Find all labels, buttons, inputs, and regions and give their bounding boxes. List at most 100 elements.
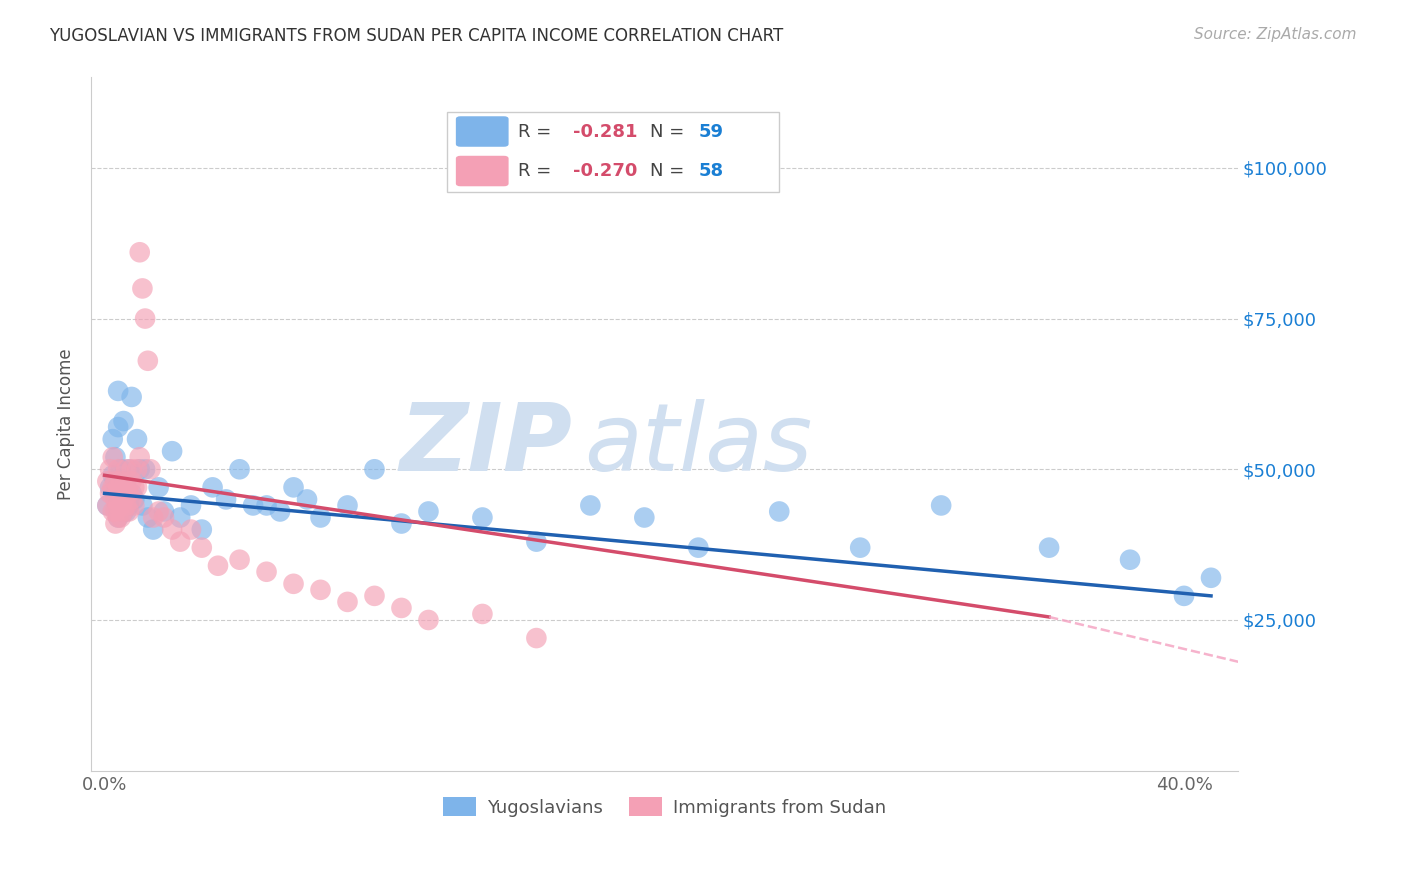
Point <box>104 475 127 489</box>
Text: -0.270: -0.270 <box>572 162 637 180</box>
Y-axis label: Per Capita Income: Per Capita Income <box>58 348 75 500</box>
Point <box>142 523 165 537</box>
Text: R =: R = <box>517 122 557 141</box>
Point <box>104 492 127 507</box>
Point <box>134 462 156 476</box>
Point <box>118 504 141 518</box>
Point <box>283 480 305 494</box>
Point <box>104 504 127 518</box>
Point <box>124 492 146 507</box>
Point <box>110 475 132 489</box>
Text: Source: ZipAtlas.com: Source: ZipAtlas.com <box>1194 27 1357 42</box>
Point <box>101 468 124 483</box>
Point <box>107 510 129 524</box>
Point <box>115 480 138 494</box>
Point <box>169 510 191 524</box>
Point <box>336 499 359 513</box>
Point <box>118 462 141 476</box>
Point <box>131 499 153 513</box>
Point <box>309 582 332 597</box>
Point <box>101 450 124 465</box>
FancyBboxPatch shape <box>456 116 509 147</box>
Point <box>295 492 318 507</box>
Point <box>1038 541 1060 555</box>
Point <box>142 510 165 524</box>
Point <box>115 462 138 476</box>
Point <box>107 480 129 494</box>
Point <box>112 504 135 518</box>
Text: 58: 58 <box>699 162 724 180</box>
Point <box>98 480 121 494</box>
Point <box>160 523 183 537</box>
Point <box>169 534 191 549</box>
Text: 59: 59 <box>699 122 724 141</box>
Point <box>363 589 385 603</box>
Point <box>107 462 129 476</box>
Point <box>391 516 413 531</box>
Point <box>121 486 143 500</box>
Point <box>96 499 118 513</box>
Point <box>309 510 332 524</box>
Text: atlas: atlas <box>585 400 813 491</box>
Point <box>110 486 132 500</box>
Point <box>228 552 250 566</box>
Point <box>96 499 118 513</box>
Point <box>98 486 121 500</box>
Point <box>180 499 202 513</box>
Point <box>112 414 135 428</box>
Point <box>107 384 129 398</box>
Point <box>256 499 278 513</box>
Point <box>115 499 138 513</box>
Point <box>110 499 132 513</box>
Point <box>128 245 150 260</box>
Text: ZIP: ZIP <box>399 399 572 491</box>
Point <box>215 492 238 507</box>
Point <box>849 541 872 555</box>
Point <box>118 499 141 513</box>
FancyBboxPatch shape <box>447 112 779 192</box>
Point <box>1199 571 1222 585</box>
Point <box>107 499 129 513</box>
Point <box>128 462 150 476</box>
Point <box>128 450 150 465</box>
Point <box>112 492 135 507</box>
Point <box>768 504 790 518</box>
Point <box>112 475 135 489</box>
Point <box>115 475 138 489</box>
Point <box>104 516 127 531</box>
Point <box>115 504 138 518</box>
Point <box>139 462 162 476</box>
Point <box>269 504 291 518</box>
Point <box>136 510 159 524</box>
Point <box>283 577 305 591</box>
Point <box>121 462 143 476</box>
Point <box>256 565 278 579</box>
Point <box>579 499 602 513</box>
Point <box>110 510 132 524</box>
Point <box>336 595 359 609</box>
Point <box>134 311 156 326</box>
Point <box>242 499 264 513</box>
Point <box>96 475 118 489</box>
Text: R =: R = <box>517 162 557 180</box>
Point <box>191 523 214 537</box>
Point <box>228 462 250 476</box>
Point <box>207 558 229 573</box>
Point <box>363 462 385 476</box>
Point <box>526 631 548 645</box>
Point <box>107 420 129 434</box>
Point <box>125 432 148 446</box>
Point <box>107 510 129 524</box>
Text: YUGOSLAVIAN VS IMMIGRANTS FROM SUDAN PER CAPITA INCOME CORRELATION CHART: YUGOSLAVIAN VS IMMIGRANTS FROM SUDAN PER… <box>49 27 783 45</box>
Point <box>104 486 127 500</box>
Text: N =: N = <box>650 162 690 180</box>
Point <box>153 504 176 518</box>
Point <box>471 607 494 621</box>
Point <box>526 534 548 549</box>
Point <box>112 504 135 518</box>
Point <box>191 541 214 555</box>
Point <box>929 499 952 513</box>
Point <box>391 601 413 615</box>
Point <box>115 492 138 507</box>
Point <box>148 480 170 494</box>
